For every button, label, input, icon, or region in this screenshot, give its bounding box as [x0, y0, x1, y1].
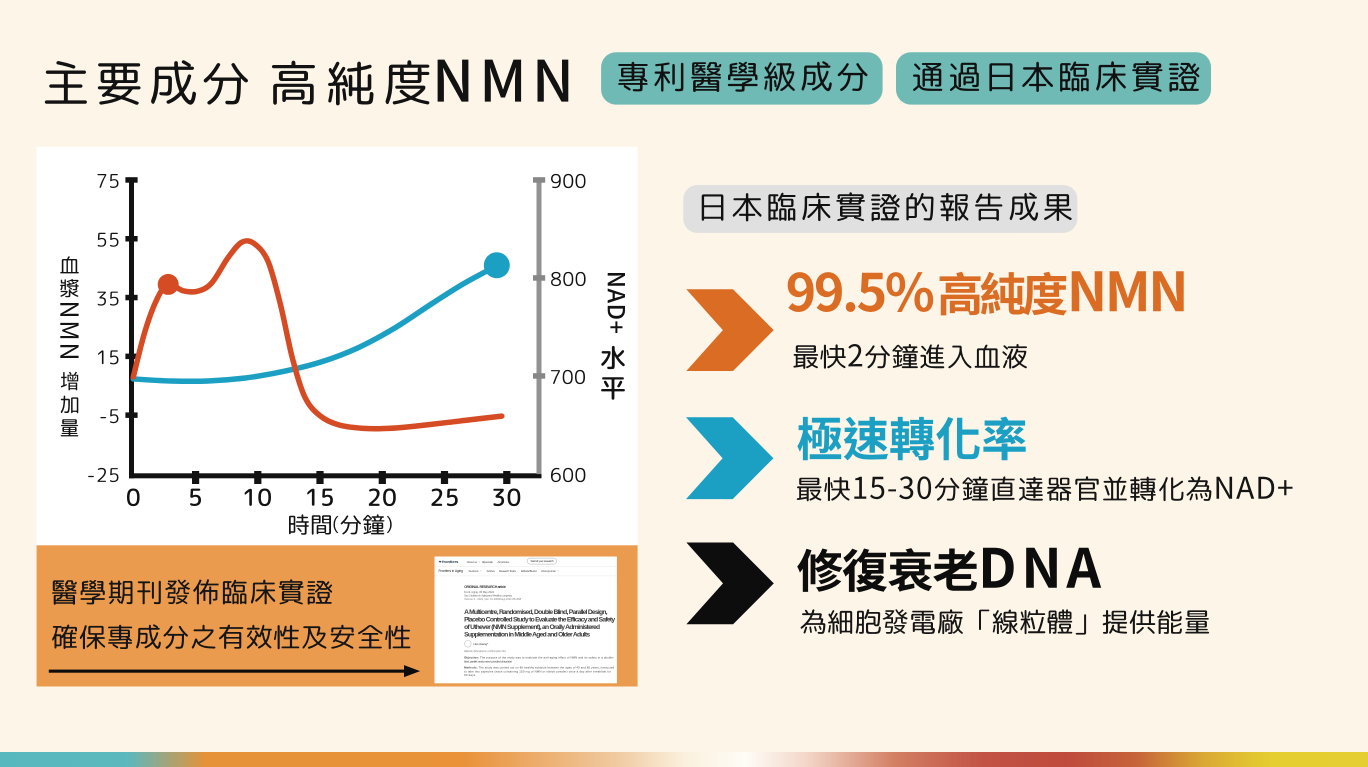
- svg-text:All journals: All journals: [482, 560, 494, 564]
- svg-text:˅: ˅: [479, 561, 481, 564]
- svg-text:60 days.: 60 days.: [464, 673, 476, 677]
- svg-text:About journal: About journal: [541, 569, 556, 573]
- svg-text:ORIGINAL RESEARCH article: ORIGINAL RESEARCH article: [464, 585, 506, 589]
- svg-text:˅: ˅: [557, 570, 559, 573]
- svg-text:˅: ˅: [480, 570, 482, 573]
- svg-text:Hui Huang*: Hui Huang*: [474, 642, 490, 646]
- svg-text:of Uthever (NMN Supplement), a: of Uthever (NMN Supplement), an Orally A…: [464, 624, 600, 631]
- svg-text:Frontiers in Aging: Frontiers in Aging: [439, 569, 464, 573]
- svg-text:All articles: All articles: [498, 560, 511, 564]
- svg-text:Submit your research: Submit your research: [531, 559, 554, 563]
- svg-text:A Multicentre, Randomised, Dou: A Multicentre, Randomised, Double Blind,…: [464, 609, 608, 616]
- svg-text:❧ frontiers: ❧ frontiers: [439, 559, 460, 564]
- svg-text:Editorial Board: Editorial Board: [521, 569, 537, 573]
- svg-text:to take two capsules (each con: to take two capsules (each containing 15…: [464, 669, 611, 673]
- svg-text:Placebo Controlled Study to Ev: Placebo Controlled Study to Evaluate the…: [464, 617, 615, 624]
- svg-text:Effepharm (Shanghai) Co., Ltd,: Effepharm (Shanghai) Co., Ltd, Shanghai,…: [464, 649, 506, 653]
- svg-text:Research Topics: Research Topics: [499, 569, 517, 573]
- svg-text:Sec. Nutrition in Aging and He: Sec. Nutrition in Aging and Healthy Long…: [464, 594, 513, 598]
- svg-text:blind, parallel, randomised co: blind, parallel, randomised controlled c…: [464, 660, 512, 664]
- svg-text:Methods: The study was carried: Methods: The study was carried out on 66…: [464, 666, 614, 670]
- svg-text:About us: About us: [467, 560, 478, 564]
- svg-text:Articles: Articles: [487, 569, 496, 573]
- svg-text:Front. Aging, 05 May 2022: Front. Aging, 05 May 2022: [464, 590, 495, 594]
- svg-text:Sections: Sections: [469, 569, 480, 573]
- svg-text:Volume 3 - 2022 | doi: 10.3389: Volume 3 - 2022 | doi: 10.3389/fragi.202…: [464, 597, 521, 601]
- svg-text:Objective: The purpose of the: Objective: The purpose of the study was …: [464, 656, 614, 660]
- svg-text:Supplementation in Middle Aged: Supplementation in Middle Aged and Older…: [464, 631, 590, 638]
